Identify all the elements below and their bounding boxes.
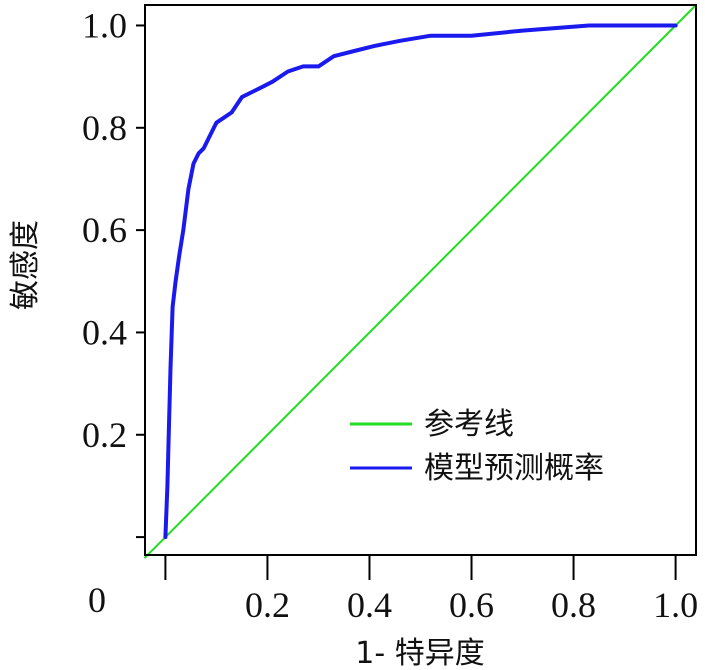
plot-layer: [144, 4, 697, 559]
x-tick-label: 0.6: [449, 585, 494, 625]
x-tick-label: 0.4: [347, 585, 392, 625]
y-tick-label: 0.2: [82, 415, 127, 455]
legend: 参考线 模型预测概率: [350, 407, 604, 486]
y-tick-label: 1.0: [82, 5, 127, 45]
legend-label-model: 模型预测概率: [424, 451, 604, 486]
x-tick-label: 1.0: [653, 585, 698, 625]
reference-line: [144, 4, 697, 559]
x-axis-title: 1- 特异度: [355, 636, 484, 670]
axis-layer: 0.2 0.4 0.6 0.8 1.0 0.2 0.4 0.6 0.8 1.0: [82, 4, 698, 625]
x-tick-label: 0.8: [551, 585, 596, 625]
y-tick-label: 0.6: [82, 210, 127, 250]
roc-curve-line: [163, 23, 678, 540]
y-tick-label: 0.4: [82, 312, 127, 352]
y-axis-title: 敏感度: [8, 220, 43, 310]
x-tick-label: 0.2: [245, 585, 290, 625]
origin-label: 0: [88, 580, 106, 620]
legend-label-reference: 参考线: [424, 407, 514, 442]
plot-frame: [144, 4, 697, 556]
y-tick-label: 0.8: [82, 108, 127, 148]
